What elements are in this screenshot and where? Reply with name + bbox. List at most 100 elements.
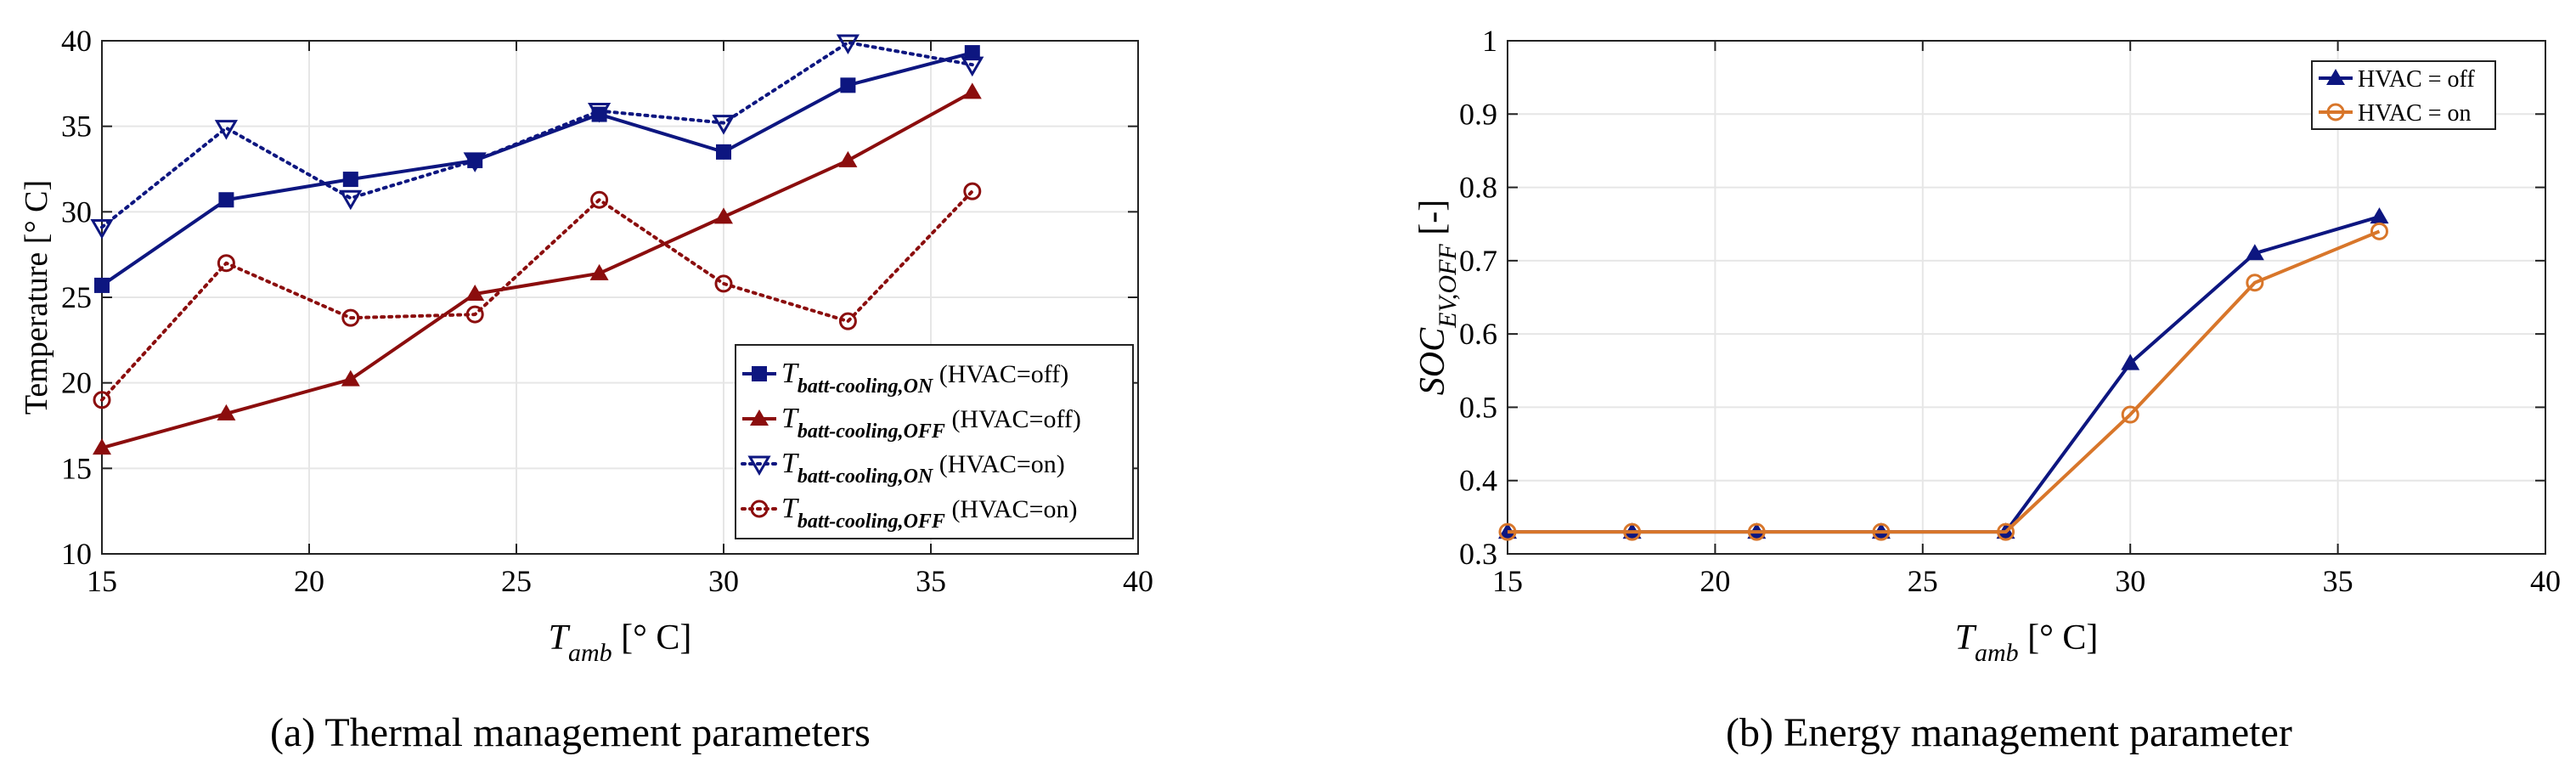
data-point <box>963 182 982 200</box>
x-tick-label: 15 <box>1492 564 1523 598</box>
legend-label: HVAC = off <box>2358 66 2475 93</box>
legend-entry: Tbatt-cooling,ON (HVAC=on) <box>741 448 1065 488</box>
series-4 <box>93 182 982 409</box>
data-point <box>961 56 984 77</box>
series-line <box>101 90 973 450</box>
legend-entry: HVAC = on <box>2319 100 2472 127</box>
x-tick-label: 25 <box>1908 564 1938 598</box>
series-2 <box>1498 222 2388 541</box>
data-point <box>962 82 982 99</box>
data-point <box>838 150 858 167</box>
y-tick-label: 10 <box>61 537 92 571</box>
x-tick-label: 20 <box>294 564 324 598</box>
data-point <box>1623 522 1642 541</box>
plot-area <box>1507 40 2546 555</box>
data-point <box>964 45 980 61</box>
y-tick-label: 0.9 <box>1459 97 1497 131</box>
legend-marker <box>750 409 769 426</box>
data-point <box>714 274 733 293</box>
x-tick-label: 30 <box>2115 564 2145 598</box>
data-point <box>214 120 239 140</box>
series-line <box>1508 215 2381 534</box>
legend-label: Tbatt-cooling,OFF (HVAC=off) <box>781 403 1081 443</box>
data-point <box>217 404 236 421</box>
data-point <box>218 192 234 208</box>
legend: HVAC = off HVAC = on <box>2311 60 2496 130</box>
data-point <box>1872 522 1891 541</box>
series-line <box>100 189 974 402</box>
data-point <box>590 190 609 209</box>
data-point <box>1747 522 1766 541</box>
data-point <box>1997 522 2015 541</box>
data-point <box>93 438 111 455</box>
data-point <box>2121 353 2140 370</box>
y-tick-label: 0.3 <box>1459 537 1497 571</box>
y-tick-label: 0.8 <box>1459 171 1497 205</box>
legend-marker <box>747 455 771 476</box>
data-point <box>341 308 360 327</box>
data-point <box>341 370 360 387</box>
data-point <box>712 115 736 135</box>
x-tick-label: 20 <box>1699 564 1730 598</box>
data-point <box>2121 405 2139 424</box>
data-point <box>342 172 358 188</box>
y-tick-label: 0.6 <box>1459 317 1497 351</box>
data-point <box>840 77 856 93</box>
legend-entry: Tbatt-cooling,OFF (HVAC=on) <box>741 493 1077 533</box>
data-point <box>1498 522 1517 541</box>
y-axis-label: Temperature [° C] <box>19 180 54 415</box>
x-tick-label: 15 <box>87 564 117 598</box>
series-line <box>1508 229 2381 534</box>
series-3 <box>90 34 984 240</box>
legend-entry: HVAC = off <box>2319 66 2475 93</box>
data-point <box>94 277 110 293</box>
data-point <box>589 263 609 280</box>
y-axis-label: SOCEV,OFF [-] <box>1413 200 1462 395</box>
x-axis-label: Tamb [° C] <box>1955 618 2099 667</box>
data-point <box>836 34 860 55</box>
x-tick-label: 40 <box>1123 564 1153 598</box>
data-point <box>463 152 487 172</box>
legend: Tbatt-cooling,ON (HVAC=off) Tbatt-cooling… <box>735 344 1134 539</box>
y-tick-label: 30 <box>61 195 92 229</box>
data-point <box>90 218 114 240</box>
y-tick-label: 1 <box>1482 24 1497 58</box>
x-tick-label: 40 <box>2530 564 2561 598</box>
data-point <box>838 312 857 330</box>
x-tick-label: 35 <box>916 564 946 598</box>
legend-marker <box>750 500 769 518</box>
legend-label: HVAC = on <box>2358 100 2472 127</box>
y-tick-label: 0.5 <box>1459 390 1497 424</box>
legend-label: Tbatt-cooling,OFF (HVAC=on) <box>781 493 1077 533</box>
caption-b: (b) Energy management parameter <box>1726 710 2292 755</box>
x-tick-label: 30 <box>708 564 739 598</box>
data-point <box>465 305 484 324</box>
data-point <box>2245 244 2264 261</box>
data-point <box>716 144 731 160</box>
chart-energy-management: 15 20 25 30 35 40 0.3 0.4 0.5 0.6 0.7 0.8 0.9 1 Tamb [… <box>1413 24 2561 667</box>
legend-label: Tbatt-cooling,ON (HVAC=on) <box>781 448 1065 488</box>
x-tick-label: 35 <box>2323 564 2353 598</box>
series-2 <box>93 82 982 455</box>
x-tick-label: 25 <box>501 564 532 598</box>
x-axis-label: Tamb [° C] <box>549 618 692 667</box>
data-point <box>2370 222 2388 240</box>
series-1 <box>1498 207 2389 539</box>
legend-entry: Tbatt-cooling,OFF (HVAC=off) <box>742 403 1081 443</box>
legend-label: Tbatt-cooling,ON (HVAC=off) <box>781 358 1068 398</box>
legend-marker <box>752 366 767 381</box>
data-point <box>2246 274 2264 292</box>
data-point <box>217 254 235 273</box>
y-tick-label: 35 <box>61 110 92 144</box>
y-tick-label: 40 <box>61 24 92 58</box>
y-tick-label: 25 <box>61 280 92 314</box>
data-point <box>339 189 363 211</box>
data-point <box>93 391 111 409</box>
y-tick-label: 15 <box>61 451 92 485</box>
data-point <box>714 207 733 224</box>
y-tick-label: 0.7 <box>1459 244 1497 278</box>
caption-a: (a) Thermal management parameters <box>270 710 871 755</box>
data-point <box>2370 207 2389 224</box>
